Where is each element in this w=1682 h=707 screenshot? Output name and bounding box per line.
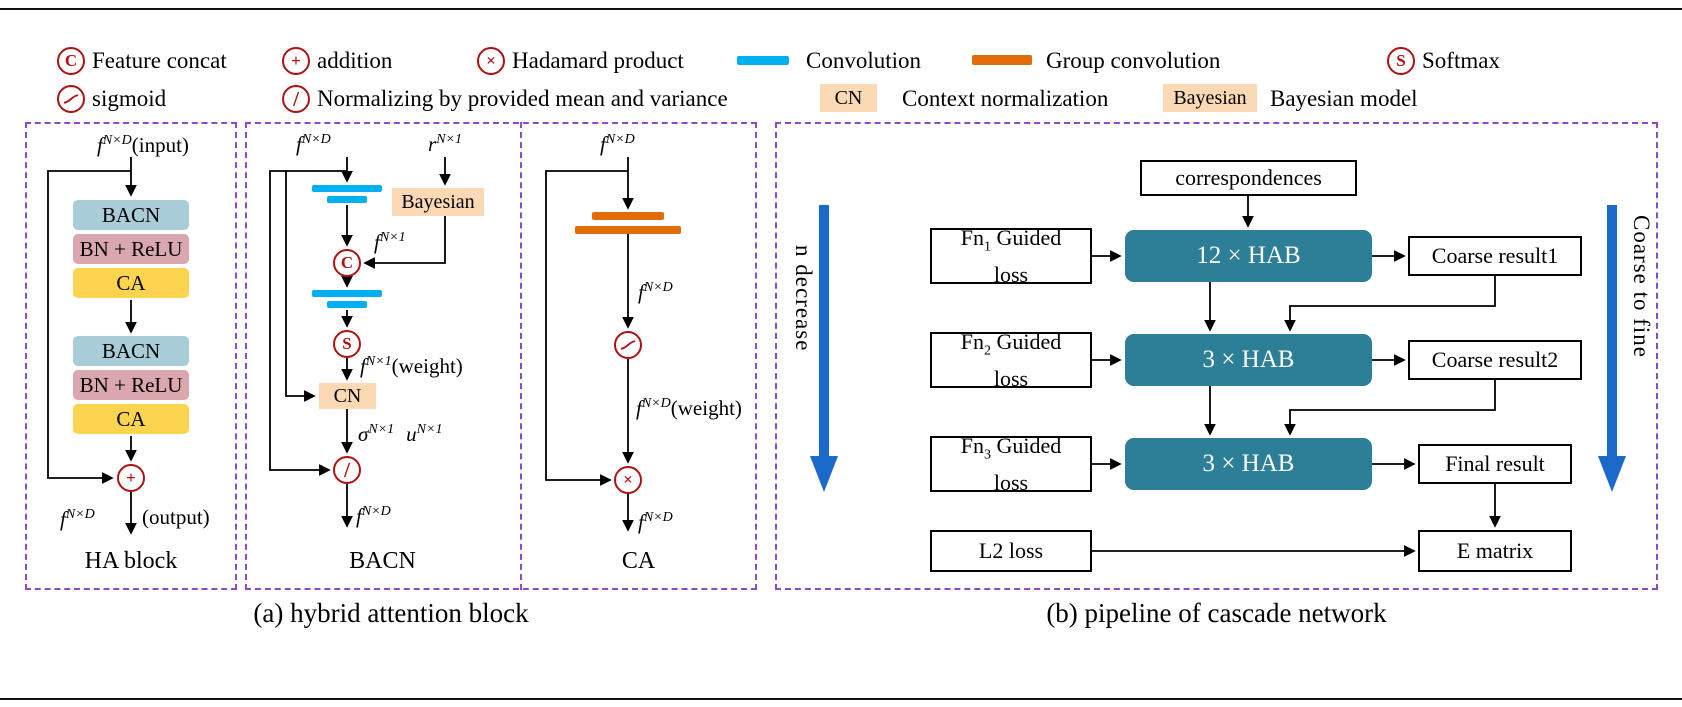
ca-sigmoid-circle	[614, 331, 642, 359]
bayesian-model-label: Bayesian model	[1270, 86, 1418, 111]
ha-addition-circle: +	[117, 464, 145, 492]
addition-icon: +	[282, 47, 310, 75]
bayesian-icon: Bayesian	[1163, 84, 1257, 112]
bacn-conv2-bar-bottom	[327, 301, 367, 308]
coarse-to-fine-label: Coarse to fine	[1629, 215, 1654, 359]
hab-box-3: 3 × HAB	[1125, 438, 1372, 490]
convolution-label: Convolution	[806, 48, 922, 73]
ha-bacn-box-1: BACN	[73, 200, 189, 230]
guided-loss-1-line1: Fn1 Guided	[960, 225, 1062, 255]
hadamard-icon: ×	[477, 47, 505, 75]
bacn-bayesian-box: Bayesian	[392, 188, 484, 216]
convolution-icon	[737, 56, 789, 65]
bacn-cn-box: CN	[319, 383, 376, 409]
ca-weight-label: fN×D(weight)	[636, 396, 742, 420]
group-convolution-label: Group convolution	[1046, 48, 1221, 73]
hadamard-label: Hadamard product	[512, 48, 684, 73]
ca-hadamard-circle: ×	[614, 466, 642, 494]
final-result-box: Final result	[1418, 444, 1572, 484]
ha-bacn-box-2: BACN	[73, 336, 189, 366]
feature-concat-glyph: C	[64, 51, 78, 70]
bacn-output-label: fN×D	[356, 504, 391, 528]
addition-label: addition	[317, 48, 393, 73]
bacn-conv1-bar-top	[312, 185, 382, 192]
e-matrix-box: E matrix	[1418, 530, 1572, 572]
ca-mid-label: fN×D	[638, 280, 673, 304]
sigmoid-icon	[57, 85, 85, 113]
guided-loss-box-1: Fn1 Guided loss	[930, 225, 1092, 287]
top-rule	[0, 8, 1682, 10]
normalize-icon: /	[282, 85, 310, 113]
ca-input-label: fN×D	[600, 132, 635, 156]
normalize-glyph: /	[293, 86, 299, 111]
ha-bnrelu-box-2: BN + ReLU	[73, 370, 189, 400]
panel-b-border	[775, 122, 1658, 590]
panel-a-divider	[520, 122, 522, 590]
context-normalization-label: Context normalization	[902, 86, 1109, 111]
softmax-icon: S	[1387, 47, 1415, 75]
ha-block-title: HA block	[84, 548, 178, 574]
correspondences-box: correspondences	[1140, 160, 1357, 196]
ca-groupconv-bar-top	[592, 212, 664, 220]
guided-loss-3-line1: Fn3 Guided	[960, 433, 1062, 463]
panel-a-caption: (a) hybrid attention block	[253, 598, 529, 628]
normalize-label: Normalizing by provided mean and varianc…	[317, 86, 728, 111]
coarse-result-box-2: Coarse result2	[1408, 340, 1582, 380]
bacn-input-r-label: rN×1	[428, 132, 462, 156]
hadamard-glyph: ×	[486, 51, 496, 70]
softmax-label: Softmax	[1422, 48, 1500, 73]
bacn-normalize-circle: /	[333, 456, 361, 484]
cn-icon: CN	[820, 84, 877, 112]
bacn-title: BACN	[349, 548, 416, 574]
bacn-conv1-bar-bottom	[327, 196, 367, 203]
group-convolution-icon	[972, 55, 1032, 65]
bacn-conv2-bar-top	[312, 290, 382, 297]
panel-b-caption: (b) pipeline of cascade network	[1046, 598, 1387, 628]
ha-bnrelu-box-1: BN + ReLU	[73, 234, 189, 264]
guided-loss-1-line2: loss	[993, 261, 1029, 287]
n-decrease-label: n decrease	[791, 245, 816, 352]
bayesian-icon-text: Bayesian	[1173, 86, 1247, 109]
cn-icon-text: CN	[834, 86, 863, 109]
ha-output-f-label: fN×D	[60, 507, 95, 531]
feature-concat-icon: C	[57, 47, 85, 75]
guided-loss-box-2: Fn2 Guided loss	[930, 329, 1092, 391]
bacn-concat-circle: C	[333, 249, 361, 277]
ca-title: CA	[621, 548, 656, 574]
l2-loss-box: L2 loss	[930, 530, 1092, 572]
ca-output-label: fN×D	[638, 510, 673, 534]
panel-a-ha-border	[25, 122, 237, 590]
ha-output-suffix-label: (output)	[142, 505, 210, 529]
feature-concat-label: Feature concat	[92, 48, 227, 73]
bacn-branch-f-label: fN×1	[374, 230, 406, 254]
guided-loss-3-line2: loss	[993, 469, 1029, 495]
panel-a-bacn-ca-border	[245, 122, 757, 590]
guided-loss-2-line2: loss	[993, 365, 1029, 391]
addition-glyph: +	[291, 51, 301, 70]
bacn-input-f-label: fN×D	[296, 132, 331, 156]
bacn-weight-label: fN×1(weight)	[360, 354, 463, 378]
bacn-softmax-circle: S	[333, 330, 361, 358]
ha-input-label: fN×D(input)	[97, 133, 189, 157]
ca-groupconv-bar-bottom	[575, 226, 681, 234]
hab-box-1: 12 × HAB	[1125, 230, 1372, 282]
guided-loss-box-3: Fn3 Guided loss	[930, 433, 1092, 495]
guided-loss-2-line1: Fn2 Guided	[960, 329, 1062, 359]
hab-box-2: 3 × HAB	[1125, 334, 1372, 386]
bacn-stats-label: σN×1 uN×1	[358, 422, 443, 446]
softmax-glyph: S	[1396, 51, 1406, 70]
ha-ca-box-2: CA	[73, 404, 189, 434]
coarse-result-box-1: Coarse result1	[1408, 236, 1582, 276]
ha-ca-box-1: CA	[73, 268, 189, 298]
sigmoid-label: sigmoid	[92, 86, 167, 111]
bottom-rule	[0, 698, 1682, 700]
